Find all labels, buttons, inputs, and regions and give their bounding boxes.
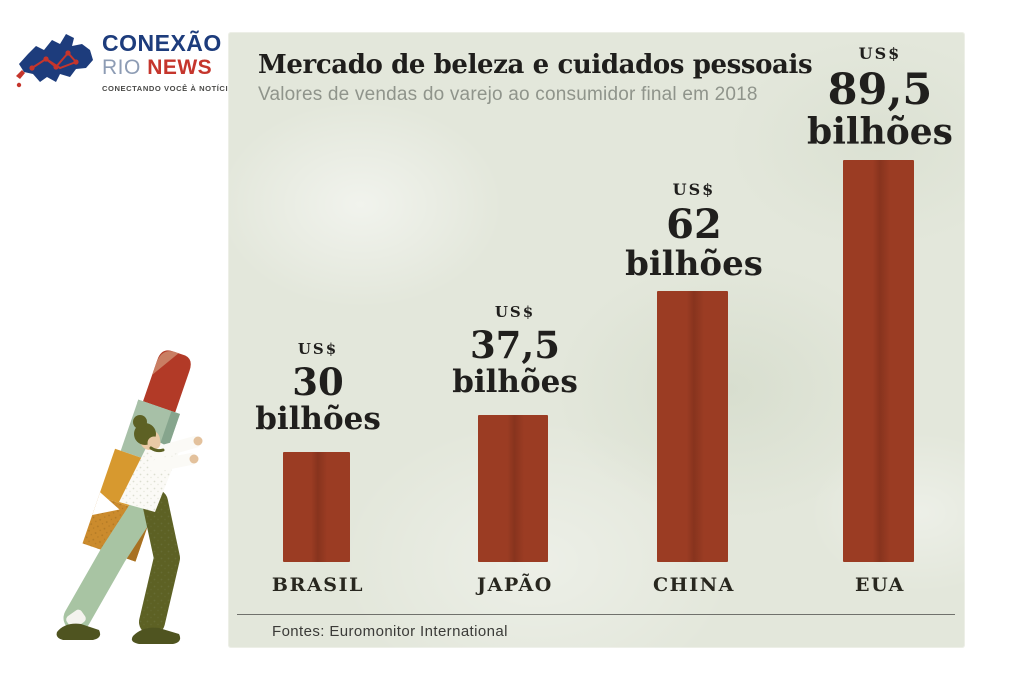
source-credit: Fontes: Euromonitor International [272, 623, 508, 640]
value-number: 37,5 [469, 323, 561, 367]
currency-prefix: US$ [858, 44, 902, 63]
category-label-brasil: BRASIL [271, 574, 365, 596]
person-figure [56, 415, 203, 644]
chart-title: Mercado de beleza e cuidados pessoais [258, 50, 813, 80]
bar-japao [478, 415, 548, 562]
currency-prefix: US$ [297, 340, 339, 358]
category-label-japao: JAPÃO [477, 574, 553, 596]
logo-tagline: CONECTANDO VOCÊ À NOTÍCIA! [102, 84, 238, 93]
value-unit: bilhões [807, 111, 953, 153]
value-label-china: US$ 62 bilhões [584, 180, 804, 283]
currency-prefix: US$ [494, 303, 536, 321]
value-label-eua: US$ 89,5 bilhões [770, 44, 990, 152]
value-label-brasil: US$ 30 bilhões [208, 340, 428, 436]
chart-panel [228, 32, 965, 648]
logo-rio-news: RIO NEWS [102, 56, 237, 80]
bar-china [657, 291, 728, 562]
currency-prefix: US$ [672, 180, 716, 199]
bar-brasil [283, 452, 350, 562]
value-unit: bilhões [255, 401, 381, 437]
bar-eua [843, 160, 914, 562]
logo-rio: RIO [102, 56, 141, 79]
value-number: 30 [292, 360, 344, 404]
logo-news: NEWS [147, 56, 213, 79]
value-number: 62 [666, 201, 722, 248]
footer-divider-line [237, 614, 955, 615]
logo-wordmark: CONEXÃO RIO NEWS CONECTANDO VOCÊ À NOTÍC… [102, 30, 237, 93]
logo-conexao: CONEXÃO [102, 30, 222, 56]
category-label-china: CHINA [652, 574, 736, 596]
value-unit: bilhões [625, 244, 763, 284]
lipstick-person-illustration [56, 350, 203, 644]
rio-state-map-icon [16, 34, 93, 88]
conexao-rio-news-logo: CONEXÃO RIO NEWS CONECTANDO VOCÊ À NOTÍC… [14, 22, 244, 102]
category-label-eua: EUA [854, 574, 905, 596]
value-number: 89,5 [827, 65, 933, 115]
value-label-japao: US$ 37,5 bilhões [405, 303, 625, 399]
chart-subtitle: Valores de vendas do varejo ao consumido… [258, 84, 758, 105]
value-unit: bilhões [452, 364, 578, 400]
